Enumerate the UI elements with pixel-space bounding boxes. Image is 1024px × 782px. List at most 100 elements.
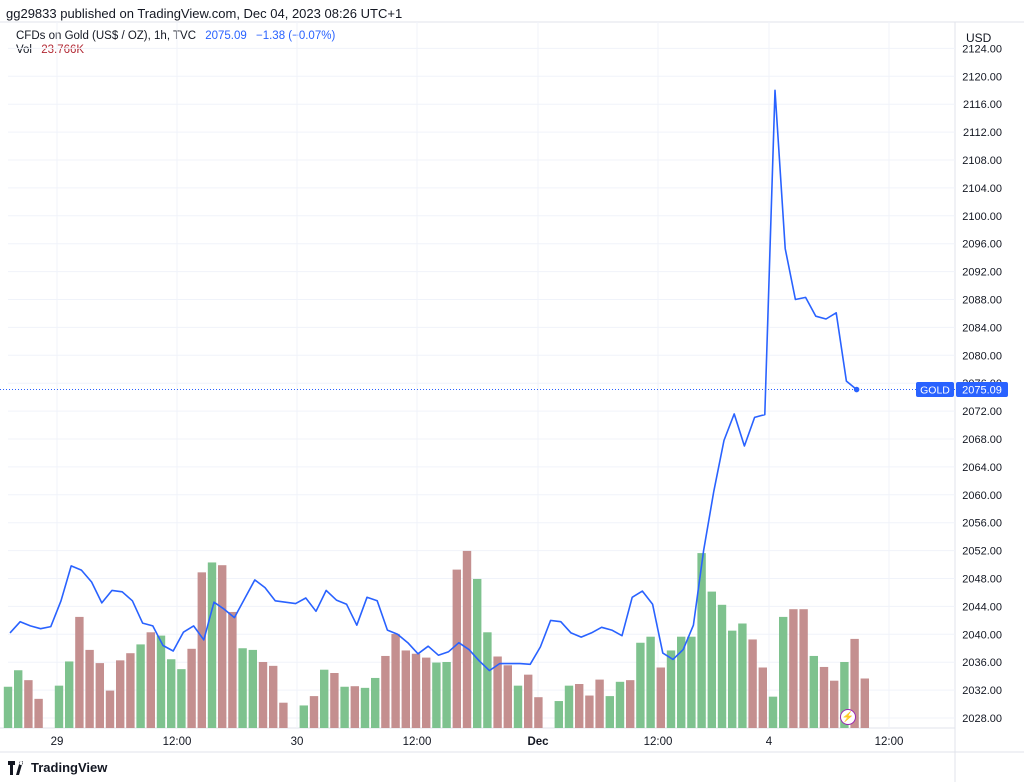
volume-bar bbox=[656, 667, 665, 728]
volume-bar bbox=[24, 680, 33, 728]
volume-bar bbox=[738, 623, 747, 728]
volume-bar bbox=[564, 685, 574, 728]
x-tick-label: 12:00 bbox=[875, 736, 904, 748]
volume-bar bbox=[432, 662, 441, 728]
volume-bar bbox=[207, 562, 217, 728]
volume-bar bbox=[248, 649, 257, 728]
y-tick-label: 2092.00 bbox=[962, 267, 1002, 279]
volume-bar bbox=[258, 662, 268, 728]
y-tick-label: 2112.00 bbox=[963, 127, 1002, 139]
volume-bar bbox=[126, 653, 135, 728]
y-tick-label: 2108.00 bbox=[962, 155, 1002, 167]
x-tick-label: 12:00 bbox=[403, 736, 432, 748]
volume-bar bbox=[381, 655, 390, 728]
volume-bar bbox=[768, 696, 778, 728]
x-tick-label: 12:00 bbox=[644, 736, 673, 748]
price-line bbox=[9, 89, 858, 672]
volume-bar bbox=[707, 591, 716, 728]
volume-bar bbox=[330, 673, 339, 728]
lightning-icon[interactable]: ⚡ bbox=[840, 709, 856, 725]
y-tick-label: 2048.00 bbox=[962, 574, 1002, 586]
volume-bar bbox=[442, 662, 451, 728]
y-tick-label: 2096.00 bbox=[962, 239, 1002, 251]
x-tick-label: Dec bbox=[527, 736, 549, 748]
y-tick-label: 2100.00 bbox=[962, 211, 1002, 223]
y-tick-label: 2036.00 bbox=[962, 657, 1002, 669]
volume-bar bbox=[789, 609, 798, 728]
volume-bar bbox=[554, 701, 563, 728]
volume-bar bbox=[136, 644, 145, 728]
y-tick-label: 2084.00 bbox=[962, 322, 1002, 334]
volume-bar bbox=[636, 642, 645, 728]
price-change: −1.38 (−0.07%) bbox=[256, 30, 336, 42]
volume-bar bbox=[697, 553, 706, 728]
volume-bar bbox=[350, 686, 359, 728]
volume-bar bbox=[320, 669, 329, 728]
volume-bar bbox=[391, 633, 400, 728]
volume-bar bbox=[340, 686, 349, 728]
volume-bar bbox=[218, 565, 227, 728]
volume-bar bbox=[14, 670, 23, 728]
volume-bar bbox=[473, 578, 482, 728]
volume-bar bbox=[809, 655, 818, 728]
volume-label: Vol bbox=[16, 44, 32, 56]
volume-bar bbox=[830, 680, 839, 728]
volume-bar bbox=[371, 677, 380, 728]
volume-value: 23.766K bbox=[41, 44, 85, 56]
last-price-dot bbox=[853, 386, 860, 393]
symbol-tag-label: GOLD bbox=[920, 385, 950, 397]
volume-bar bbox=[534, 697, 543, 728]
publish-caption: gg29833 published on TradingView.com, De… bbox=[6, 6, 403, 21]
y-tick-label: 2028.00 bbox=[962, 713, 1002, 725]
volume-bar bbox=[167, 659, 176, 728]
volume-bar bbox=[850, 638, 859, 728]
volume-bar bbox=[269, 665, 278, 728]
volume-bar bbox=[779, 616, 788, 728]
symbol-description: CFDs on Gold (US$ / OZ), 1h, TVC bbox=[16, 30, 197, 42]
volume-bar bbox=[299, 705, 308, 728]
y-tick-label: 2104.00 bbox=[962, 183, 1002, 195]
volume-bar bbox=[360, 687, 370, 728]
volume-bar bbox=[187, 648, 196, 728]
volume-bar bbox=[238, 648, 247, 728]
volume-bar bbox=[687, 636, 696, 728]
volume-bar bbox=[34, 698, 43, 728]
volume-bar bbox=[575, 684, 584, 728]
y-tick-label: 2068.00 bbox=[962, 434, 1002, 446]
volume-bar bbox=[524, 674, 533, 728]
y-tick-label: 2032.00 bbox=[962, 685, 1002, 697]
brand-label: TradingView bbox=[31, 760, 108, 775]
volume-bar bbox=[197, 572, 206, 728]
volume-bar bbox=[717, 604, 727, 728]
volume-bar bbox=[411, 653, 421, 728]
currency-selector[interactable]: USD bbox=[966, 31, 992, 45]
volume-bar bbox=[513, 685, 523, 728]
y-tick-label: 2060.00 bbox=[962, 490, 1002, 502]
volume-bar bbox=[677, 636, 686, 728]
volume-bar bbox=[585, 695, 594, 728]
volume-legend: Vol 23.766K bbox=[16, 44, 90, 56]
x-tick-label: 30 bbox=[291, 736, 304, 748]
volume-bar bbox=[309, 696, 319, 728]
volume-bar bbox=[116, 660, 125, 728]
last-value: 2075.09 bbox=[205, 30, 247, 42]
y-tick-label: 2088.00 bbox=[962, 295, 1002, 307]
y-tick-label: 2080.00 bbox=[962, 350, 1002, 362]
x-tick-label: 29 bbox=[51, 736, 64, 748]
volume-bar bbox=[646, 636, 655, 728]
volume-bar bbox=[493, 656, 502, 728]
volume-bar bbox=[483, 632, 492, 728]
volume-bar bbox=[666, 650, 676, 728]
volume-bar bbox=[758, 667, 767, 728]
volume-bar bbox=[279, 702, 288, 728]
volume-bar bbox=[799, 609, 808, 728]
volume-bar bbox=[3, 686, 13, 728]
y-tick-label: 2064.00 bbox=[962, 462, 1002, 474]
symbol-tag bbox=[916, 382, 954, 398]
volume-bar bbox=[228, 611, 237, 728]
volume-bar bbox=[85, 649, 94, 728]
y-tick-label: 2072.00 bbox=[962, 406, 1002, 418]
tradingview-brand[interactable]: TradingView bbox=[8, 760, 107, 775]
price-tag bbox=[956, 382, 1008, 398]
